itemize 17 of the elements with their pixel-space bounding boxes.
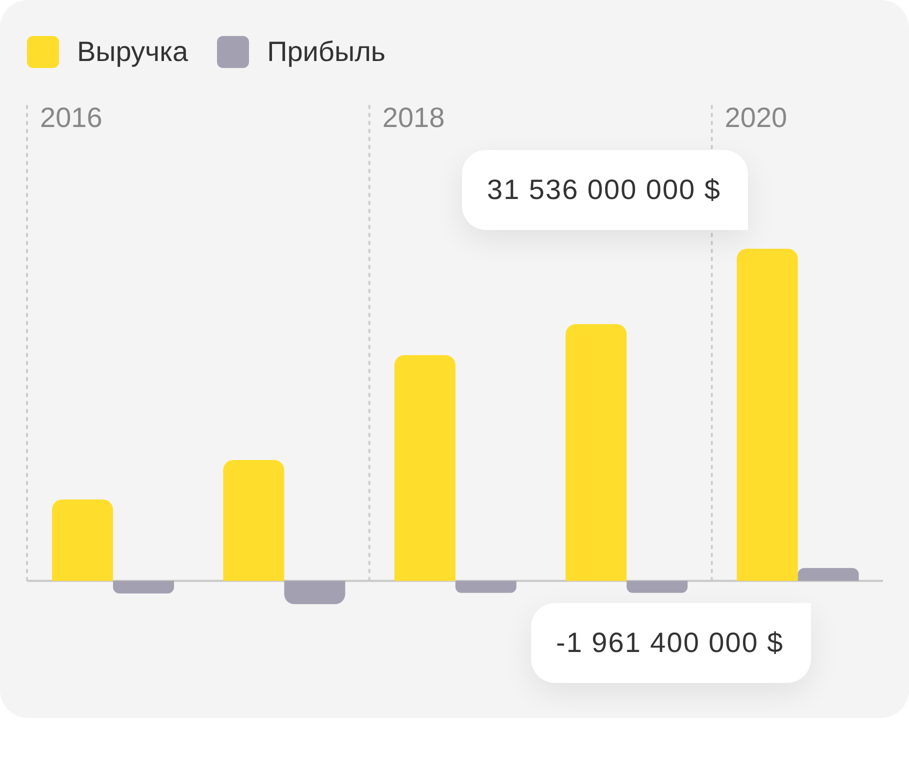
x-tick-label: 2020	[724, 102, 788, 133]
x-tick-label: 2016	[40, 102, 102, 133]
bar	[223, 460, 284, 581]
bar	[566, 324, 627, 581]
bar	[455, 580, 516, 593]
bar	[394, 355, 456, 581]
legend-label: Прибыль	[267, 36, 386, 68]
bar	[626, 580, 688, 593]
bar	[113, 580, 174, 594]
x-tick-label: 2018	[382, 102, 445, 133]
bar	[736, 248, 798, 581]
callout: 31 536 000 000 $	[462, 150, 748, 230]
callout: -1 961 400 000 $	[531, 603, 811, 683]
bar	[798, 568, 859, 581]
bar	[52, 500, 113, 581]
bar	[284, 580, 346, 604]
legend-label: Выручка	[77, 36, 188, 68]
